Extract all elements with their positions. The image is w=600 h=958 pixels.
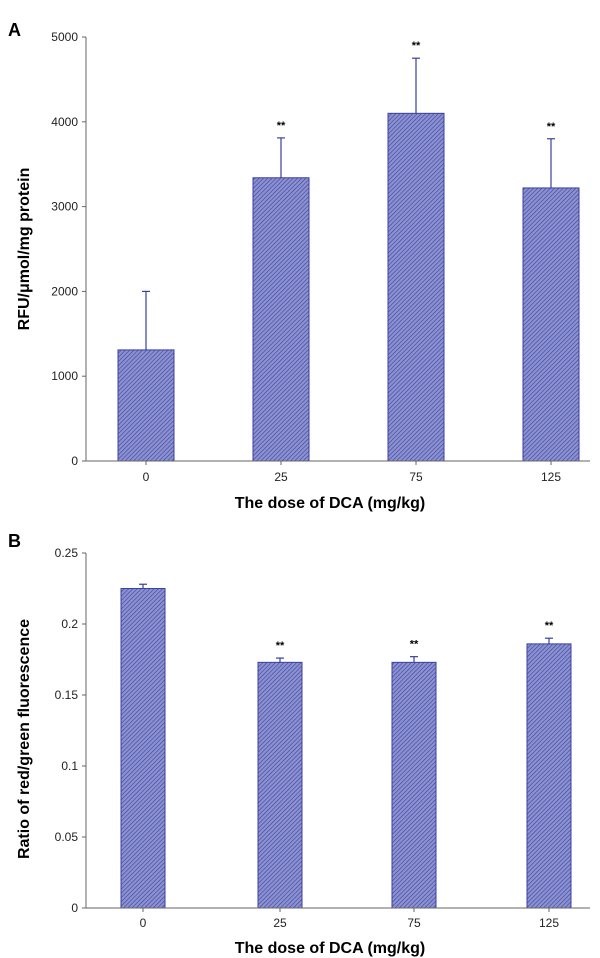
y-tick-label-b-5: 0.25 <box>55 546 79 560</box>
significance-label-a-125: ** <box>547 121 556 133</box>
bar-b-75 <box>391 661 437 909</box>
y-tick-label-b-1: 0.05 <box>55 830 79 844</box>
chart-panel-b: B Ratio of red/green fluorescence The do… <box>8 531 590 957</box>
significance-label-a-25: ** <box>277 120 286 132</box>
y-tick-label-a-4: 4000 <box>51 115 78 129</box>
bars-a: ** ** ** <box>117 40 580 462</box>
y-tick-label-a-3: 3000 <box>51 200 78 214</box>
panel-letter-a: A <box>8 20 21 40</box>
y-tick-label-b-0: 0 <box>71 901 78 915</box>
y-axis-title-b: Ratio of red/green fluorescence <box>16 619 33 859</box>
x-axis-title-b: The dose of DCA (mg/kg) <box>235 940 426 957</box>
y-tick-label-a-2: 2000 <box>51 284 78 298</box>
bars-b: ** ** ** <box>120 583 572 909</box>
y-axis-title-a: RFU/μmol/mg protein <box>16 168 33 331</box>
x-tick-label-b-75: 75 <box>407 916 421 930</box>
bar-b-25 <box>257 661 303 909</box>
y-tick-label-a-1: 1000 <box>51 369 78 383</box>
x-tick-label-a-125: 125 <box>541 470 561 484</box>
y-tick-label-a-0: 0 <box>71 454 78 468</box>
y-tick-label-b-2: 0.1 <box>61 759 78 773</box>
chart-panel-a: A RFU/μmol/mg protein The dose of DCA (m… <box>8 20 590 512</box>
bar-a-75 <box>387 112 445 462</box>
y-tick-label-b-4: 0.2 <box>61 617 78 631</box>
x-tick-label-b-0: 0 <box>140 916 147 930</box>
x-axis-title-a: The dose of DCA (mg/kg) <box>235 495 426 512</box>
significance-label-a-75: ** <box>412 40 421 52</box>
x-tick-label-a-0: 0 <box>143 470 150 484</box>
significance-label-b-125: ** <box>545 620 554 632</box>
significance-label-b-25: ** <box>276 640 285 652</box>
bar-a-25 <box>252 177 310 462</box>
bar-a-125 <box>522 187 580 462</box>
panel-letter-b: B <box>8 531 21 551</box>
significance-label-b-75: ** <box>410 639 419 651</box>
y-tick-label-a-5: 5000 <box>51 30 78 44</box>
x-tick-label-a-25: 25 <box>274 470 288 484</box>
axes-b: 0 25 75 125 0 0.05 0.1 0.15 0.2 0.25 <box>55 546 590 930</box>
bar-a-0 <box>117 349 175 462</box>
y-tick-label-b-3: 0.15 <box>55 688 79 702</box>
bar-b-125 <box>526 643 572 909</box>
bar-b-0 <box>120 588 166 909</box>
x-tick-label-b-25: 25 <box>273 916 287 930</box>
x-tick-label-a-75: 75 <box>409 470 423 484</box>
x-tick-label-b-125: 125 <box>539 916 559 930</box>
axes-a: 0 25 75 125 0 1000 2000 3000 4000 5000 <box>51 30 590 484</box>
